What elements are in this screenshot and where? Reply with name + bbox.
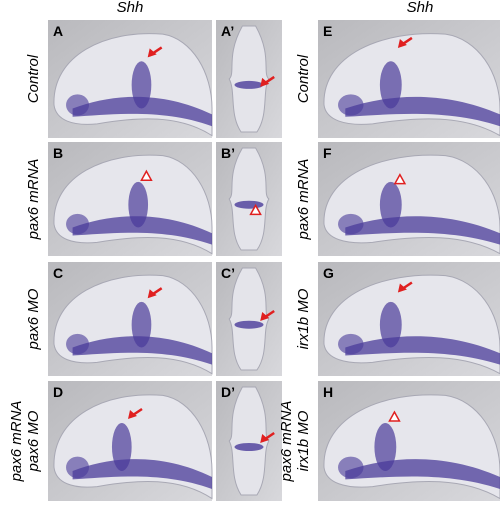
stain (234, 320, 264, 329)
row-label: pax6 mRNA (295, 159, 312, 241)
row-label: pax6 mRNA (25, 159, 42, 241)
stain (234, 200, 264, 209)
panel-label: E (323, 23, 332, 39)
stain (128, 181, 149, 228)
panel-label: D (53, 384, 63, 400)
panel: C (48, 262, 213, 376)
arrow-head (397, 283, 407, 293)
row-label: pax6 MO (25, 410, 42, 472)
stain (66, 333, 89, 355)
row-label: irx1b MO (295, 288, 312, 349)
stain (345, 216, 500, 245)
triangle-marker (388, 410, 401, 422)
panel-label: B (53, 145, 63, 161)
row-label: Control (295, 54, 312, 103)
panel: B’ (216, 142, 282, 256)
stain (338, 94, 364, 116)
stain (345, 336, 500, 365)
panel: D (48, 381, 213, 501)
panel-label: A’ (221, 23, 234, 39)
stain (234, 443, 264, 451)
stain (379, 181, 402, 228)
row-label: irx1b MO (295, 410, 312, 471)
stain (338, 333, 364, 355)
arrow-head (260, 434, 270, 443)
stain (72, 459, 212, 489)
stain (72, 216, 212, 245)
arrow-head (260, 312, 270, 321)
panel-label: H (323, 384, 333, 400)
stain (66, 456, 89, 479)
panel-label: C (53, 265, 63, 281)
arrow-head (397, 38, 407, 48)
triangle-marker (249, 203, 262, 216)
panel: C’ (216, 262, 282, 376)
stain (379, 61, 402, 109)
stain (234, 80, 264, 89)
panel: G (318, 262, 500, 376)
embryo (228, 267, 270, 371)
arrow-head (147, 289, 157, 299)
panel: E (318, 20, 500, 138)
triangle-marker (140, 169, 153, 181)
column-header: Shh (407, 0, 434, 16)
panel-label: B’ (221, 145, 235, 161)
column-header: Shh (117, 0, 144, 16)
panel-label: C’ (221, 265, 235, 281)
embryo (228, 25, 270, 133)
arrow-head (128, 410, 137, 419)
panel-label: A (53, 23, 63, 39)
stain (338, 456, 364, 479)
stain (66, 94, 89, 116)
arrow-head (260, 77, 270, 87)
embryo (228, 147, 270, 251)
panel-label: F (323, 145, 332, 161)
panel-label: D’ (221, 384, 235, 400)
row-label: pax6 mRNA (8, 401, 25, 483)
stain (72, 336, 212, 365)
stain (131, 61, 152, 109)
panel: A (48, 20, 213, 138)
arrow-head (147, 48, 157, 58)
panel: A’ (216, 20, 282, 138)
stain (379, 301, 402, 348)
embryo (228, 386, 270, 496)
stain (111, 423, 132, 471)
row-label: pax6 MO (25, 288, 42, 350)
row-label: Control (25, 54, 42, 103)
stain (374, 423, 397, 471)
panel-label: G (323, 265, 334, 281)
panel: D’ (216, 381, 282, 501)
stain (131, 301, 152, 348)
stain (338, 213, 364, 235)
panel: H (318, 381, 500, 501)
panel: B (48, 142, 213, 256)
triangle-marker (393, 173, 407, 185)
stain (66, 213, 89, 235)
stain (345, 96, 500, 127)
stain (72, 96, 212, 127)
row-label: pax6 mRNA (278, 401, 295, 483)
panel: F (318, 142, 500, 256)
